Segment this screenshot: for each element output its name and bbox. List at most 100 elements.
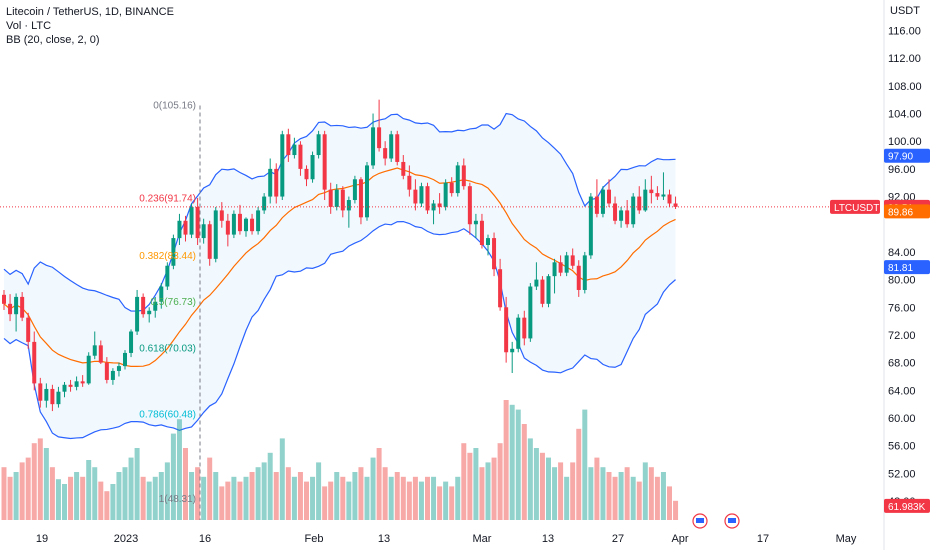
fib-level-label: 0.618(70.03) xyxy=(139,344,196,355)
price-axis[interactable]: USDT 116.00 112.00 108.00 104.00 100.00 96.009… xyxy=(883,0,922,550)
candle-body xyxy=(570,255,575,266)
volume-bar xyxy=(328,481,334,520)
volume-bar xyxy=(31,443,37,520)
volume-bar xyxy=(400,476,406,520)
volume-bar xyxy=(128,457,134,520)
candle-body xyxy=(322,134,327,190)
candle xyxy=(582,251,587,294)
bb-lower-tag-bg xyxy=(884,260,930,275)
volume-bar xyxy=(158,472,164,520)
candle-body xyxy=(110,370,115,380)
candle xyxy=(195,197,200,245)
volume-bar xyxy=(219,486,225,520)
candle xyxy=(479,213,484,249)
candle xyxy=(504,296,509,363)
bb-lower-tag-text: 81.81 xyxy=(888,263,913,274)
candle xyxy=(619,206,624,228)
volume-bar xyxy=(582,409,588,520)
candle-body xyxy=(280,134,285,197)
candle xyxy=(607,179,611,207)
candle xyxy=(147,307,152,323)
candle xyxy=(594,179,599,218)
candle xyxy=(486,234,490,256)
candle-body xyxy=(328,189,333,207)
volume-bar xyxy=(322,486,328,520)
bb-basis-line xyxy=(3,167,676,367)
candle-body xyxy=(274,168,279,197)
time-tick-label: 13 xyxy=(378,533,390,545)
candle-body xyxy=(588,196,593,256)
time-tick-label: 27 xyxy=(612,533,624,545)
candle xyxy=(371,113,376,169)
candle xyxy=(104,357,109,384)
price-tick-label: 108.00 xyxy=(888,81,922,93)
candle-body xyxy=(437,203,442,207)
candle-body xyxy=(334,189,339,207)
candle xyxy=(207,220,212,266)
volume-bar xyxy=(467,452,473,520)
volume-bar xyxy=(55,479,61,520)
candle-body xyxy=(564,255,569,273)
volume-bar xyxy=(558,462,564,520)
time-axis[interactable]: 19 2023 16 Feb 13 Mar 13 27 Apr 17 May xyxy=(36,513,857,545)
candle xyxy=(395,130,400,166)
candle xyxy=(516,314,521,353)
symbol-tag-text: LTCUSDT xyxy=(834,203,879,214)
candle-body xyxy=(2,294,6,304)
volume-bar xyxy=(612,476,618,520)
candle xyxy=(256,206,261,235)
candle-body xyxy=(594,196,599,214)
volume-tag: 61.983K xyxy=(884,498,930,513)
candle-body xyxy=(619,210,624,221)
candle xyxy=(14,293,19,332)
candle xyxy=(62,382,67,398)
candle xyxy=(86,352,91,385)
candle xyxy=(74,376,79,391)
candle-body xyxy=(135,296,140,332)
candle-body xyxy=(14,296,19,315)
candle-body xyxy=(201,224,206,239)
candle-body xyxy=(419,186,424,204)
volume-bar xyxy=(491,457,497,520)
volume-bar xyxy=(316,462,322,520)
volume-bar xyxy=(98,481,104,520)
price-tick-label: 96.00 xyxy=(888,164,916,176)
candle-body xyxy=(104,362,109,380)
candle-body xyxy=(268,168,273,197)
volume-bar xyxy=(461,443,467,520)
bb-basis-tag-bg xyxy=(884,204,930,219)
candle-body xyxy=(80,381,85,384)
candle-body xyxy=(213,210,218,259)
volume-bar xyxy=(358,467,364,520)
volume-bar xyxy=(213,472,219,520)
volume-bar xyxy=(261,462,267,520)
candles-layer xyxy=(2,99,678,412)
price-tick-label: 56.00 xyxy=(888,441,916,453)
candle xyxy=(600,186,605,218)
candle xyxy=(141,293,146,318)
candle xyxy=(437,193,442,214)
candle xyxy=(38,377,43,408)
candle xyxy=(316,130,321,159)
volume-bar xyxy=(485,462,491,520)
candle xyxy=(498,258,503,311)
volume-bar xyxy=(527,438,533,520)
volume-bar xyxy=(13,472,19,520)
candle xyxy=(588,193,593,259)
candle-body xyxy=(546,276,551,304)
candle-body xyxy=(26,317,31,342)
candle xyxy=(401,155,406,180)
candle-body xyxy=(68,384,73,387)
candle-body xyxy=(504,307,509,353)
candle-body xyxy=(552,262,557,277)
volume-bar xyxy=(431,476,437,520)
candle-body xyxy=(600,189,605,214)
event-flag-icon xyxy=(728,518,736,523)
candle-body xyxy=(123,352,127,367)
candle-body xyxy=(492,238,497,270)
volume-bar xyxy=(334,472,340,520)
candle xyxy=(8,294,13,322)
